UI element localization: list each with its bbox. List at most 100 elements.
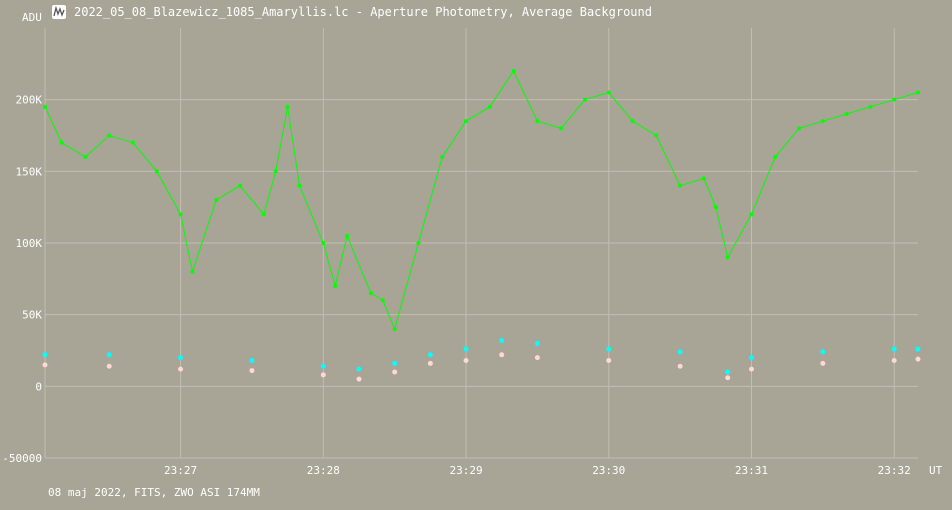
data-point (678, 183, 683, 188)
data-point (534, 340, 540, 346)
data-point (261, 212, 266, 217)
chart-grid (44, 28, 918, 459)
data-point (106, 363, 112, 369)
data-point (43, 104, 47, 109)
data-point (42, 352, 48, 358)
data-point (748, 355, 754, 361)
data-point (333, 284, 338, 288)
data-point (677, 349, 683, 355)
data-point (392, 360, 398, 366)
y-tick-label: 0 (35, 380, 42, 393)
data-point (238, 183, 243, 188)
data-point (380, 298, 385, 303)
data-point (190, 269, 195, 274)
data-point (749, 212, 754, 217)
x-tick-label: 23:32 (878, 464, 911, 477)
data-point (440, 155, 445, 159)
y-tick-label: -50000 (2, 452, 42, 465)
data-point (844, 112, 849, 116)
chart-series (42, 69, 921, 382)
data-point (392, 327, 397, 331)
y-axis-label: ADU (22, 11, 42, 24)
data-point (868, 104, 873, 109)
data-point (356, 376, 362, 382)
data-point (797, 126, 802, 131)
footer-caption: 08 maj 2022, FITS, ZWO ASI 174MM (48, 486, 260, 499)
data-point (368, 291, 373, 296)
data-point (630, 119, 635, 124)
data-point (677, 363, 683, 369)
data-point (356, 366, 362, 372)
data-point (891, 346, 897, 352)
data-point (178, 212, 183, 217)
data-point (915, 346, 921, 352)
data-point (820, 360, 826, 366)
window-title: 2022_05_08_Blazewicz_1085_Amaryllis.lc -… (74, 5, 652, 19)
y-tick-label: 150K (16, 165, 43, 178)
x-tick-label: 23:30 (592, 464, 625, 477)
data-point (416, 241, 421, 245)
data-point (83, 155, 88, 159)
data-point (892, 97, 897, 102)
data-point (345, 233, 350, 238)
data-point (915, 356, 921, 362)
data-point (42, 362, 48, 368)
y-tick-label: 100K (16, 237, 43, 250)
light-curve-app-icon (52, 5, 66, 19)
data-point (534, 355, 540, 361)
data-point (178, 366, 184, 372)
data-point (773, 155, 778, 159)
data-point (559, 126, 564, 131)
data-point (178, 355, 184, 361)
data-point (654, 133, 659, 138)
data-point (499, 337, 505, 343)
data-point (916, 90, 920, 95)
data-point (511, 69, 516, 73)
data-point (499, 352, 505, 358)
data-point (59, 140, 64, 145)
data-point (463, 358, 469, 364)
data-point (427, 360, 433, 366)
data-point (487, 104, 492, 109)
data-point (273, 169, 278, 174)
data-point (725, 375, 731, 381)
data-point (820, 349, 826, 355)
window-title-bar: 2022_05_08_Blazewicz_1085_Amaryllis.lc -… (52, 3, 652, 21)
data-point (320, 372, 326, 378)
data-point (392, 369, 398, 375)
data-point (463, 346, 469, 352)
data-point (297, 183, 302, 188)
x-axis-tick-labels: 23:27 23:28 23:29 23:30 23:31 23:32 (164, 464, 911, 477)
data-point (320, 363, 326, 369)
x-axis-label: UT (929, 464, 943, 477)
data-point (748, 366, 754, 372)
data-point (249, 368, 255, 374)
data-point (820, 119, 825, 124)
data-point (154, 169, 159, 174)
data-point (427, 352, 433, 358)
data-point (107, 133, 112, 138)
y-axis-tick-labels: 200K 150K 100K 50K 0 -50000 (2, 94, 42, 465)
data-point (535, 119, 540, 124)
data-point (725, 255, 730, 260)
y-tick-label: 200K (16, 94, 43, 107)
x-tick-label: 23:28 (307, 464, 340, 477)
data-point (582, 97, 587, 102)
data-point (606, 358, 612, 364)
data-point (106, 352, 112, 358)
data-point (606, 346, 612, 352)
x-tick-label: 23:31 (735, 464, 768, 477)
series-line (44, 69, 919, 331)
x-tick-label: 23:27 (164, 464, 197, 477)
data-point (713, 205, 718, 210)
data-point (249, 358, 255, 364)
data-point (321, 241, 326, 245)
data-point (285, 104, 290, 109)
data-point (891, 358, 897, 364)
data-point (606, 90, 611, 95)
data-point (214, 198, 219, 202)
y-tick-label: 50K (22, 309, 42, 322)
data-point (131, 140, 136, 145)
data-point (725, 369, 731, 375)
